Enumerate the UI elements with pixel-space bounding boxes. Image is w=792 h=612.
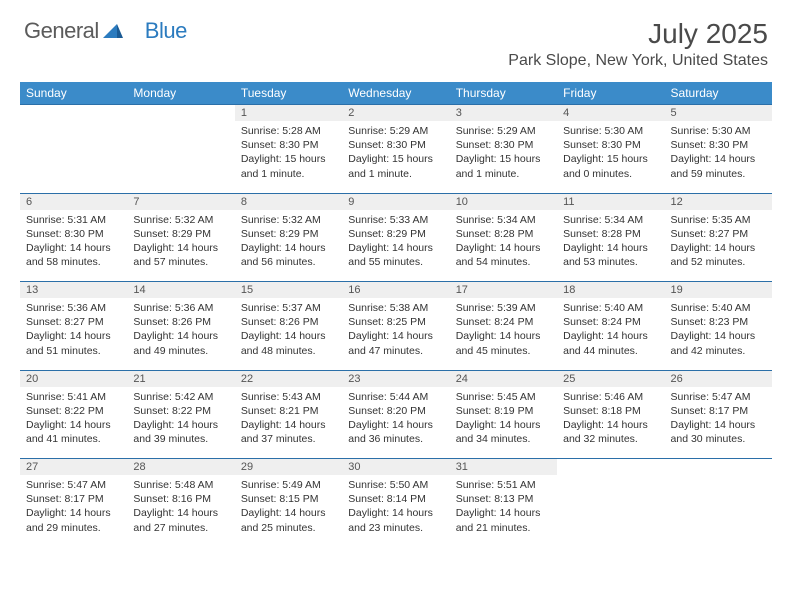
calendar-body: 12345Sunrise: 5:28 AMSunset: 8:30 PMDayl… bbox=[20, 105, 772, 548]
day-number-cell: 11 bbox=[557, 193, 664, 210]
day-number-cell: 17 bbox=[450, 282, 557, 299]
day-content-cell: Sunrise: 5:36 AMSunset: 8:27 PMDaylight:… bbox=[20, 298, 127, 370]
day-content-row: Sunrise: 5:41 AMSunset: 8:22 PMDaylight:… bbox=[20, 387, 772, 459]
day-number-cell: 16 bbox=[342, 282, 449, 299]
day-content-cell: Sunrise: 5:32 AMSunset: 8:29 PMDaylight:… bbox=[127, 210, 234, 282]
day-number-cell: 18 bbox=[557, 282, 664, 299]
day-number-cell: 9 bbox=[342, 193, 449, 210]
day-content-cell: Sunrise: 5:35 AMSunset: 8:27 PMDaylight:… bbox=[665, 210, 772, 282]
day-content-cell: Sunrise: 5:50 AMSunset: 8:14 PMDaylight:… bbox=[342, 475, 449, 547]
day-content-cell bbox=[665, 475, 772, 547]
day-content-cell: Sunrise: 5:47 AMSunset: 8:17 PMDaylight:… bbox=[20, 475, 127, 547]
day-number-cell: 10 bbox=[450, 193, 557, 210]
day-number-cell bbox=[557, 459, 664, 476]
day-content-cell: Sunrise: 5:44 AMSunset: 8:20 PMDaylight:… bbox=[342, 387, 449, 459]
day-content-cell bbox=[557, 475, 664, 547]
day-content-cell: Sunrise: 5:37 AMSunset: 8:26 PMDaylight:… bbox=[235, 298, 342, 370]
day-number-cell: 8 bbox=[235, 193, 342, 210]
day-content-cell: Sunrise: 5:40 AMSunset: 8:24 PMDaylight:… bbox=[557, 298, 664, 370]
day-number-cell: 21 bbox=[127, 370, 234, 387]
day-number-cell: 14 bbox=[127, 282, 234, 299]
day-content-cell: Sunrise: 5:40 AMSunset: 8:23 PMDaylight:… bbox=[665, 298, 772, 370]
day-number-cell: 26 bbox=[665, 370, 772, 387]
day-number-cell bbox=[127, 105, 234, 122]
weekday-header: Friday bbox=[557, 82, 664, 105]
weekday-header: Thursday bbox=[450, 82, 557, 105]
day-content-cell: Sunrise: 5:38 AMSunset: 8:25 PMDaylight:… bbox=[342, 298, 449, 370]
day-content-cell: Sunrise: 5:29 AMSunset: 8:30 PMDaylight:… bbox=[342, 121, 449, 193]
day-content-cell: Sunrise: 5:45 AMSunset: 8:19 PMDaylight:… bbox=[450, 387, 557, 459]
day-number-cell: 25 bbox=[557, 370, 664, 387]
day-content-cell: Sunrise: 5:30 AMSunset: 8:30 PMDaylight:… bbox=[665, 121, 772, 193]
day-content-cell bbox=[20, 121, 127, 193]
day-content-cell: Sunrise: 5:48 AMSunset: 8:16 PMDaylight:… bbox=[127, 475, 234, 547]
day-number-cell: 27 bbox=[20, 459, 127, 476]
day-content-cell: Sunrise: 5:49 AMSunset: 8:15 PMDaylight:… bbox=[235, 475, 342, 547]
weekday-header: Wednesday bbox=[342, 82, 449, 105]
weekday-header-row: Sunday Monday Tuesday Wednesday Thursday… bbox=[20, 82, 772, 105]
day-number-cell: 13 bbox=[20, 282, 127, 299]
day-number-cell: 28 bbox=[127, 459, 234, 476]
day-content-cell bbox=[127, 121, 234, 193]
day-content-cell: Sunrise: 5:34 AMSunset: 8:28 PMDaylight:… bbox=[557, 210, 664, 282]
weekday-header: Sunday bbox=[20, 82, 127, 105]
day-content-cell: Sunrise: 5:47 AMSunset: 8:17 PMDaylight:… bbox=[665, 387, 772, 459]
day-content-cell: Sunrise: 5:51 AMSunset: 8:13 PMDaylight:… bbox=[450, 475, 557, 547]
day-number-cell: 20 bbox=[20, 370, 127, 387]
day-content-row: Sunrise: 5:36 AMSunset: 8:27 PMDaylight:… bbox=[20, 298, 772, 370]
day-number-row: 12345 bbox=[20, 105, 772, 122]
day-content-row: Sunrise: 5:28 AMSunset: 8:30 PMDaylight:… bbox=[20, 121, 772, 193]
day-number-cell: 22 bbox=[235, 370, 342, 387]
day-content-cell: Sunrise: 5:30 AMSunset: 8:30 PMDaylight:… bbox=[557, 121, 664, 193]
day-number-cell bbox=[665, 459, 772, 476]
day-content-cell: Sunrise: 5:28 AMSunset: 8:30 PMDaylight:… bbox=[235, 121, 342, 193]
day-number-cell: 23 bbox=[342, 370, 449, 387]
location-subtitle: Park Slope, New York, United States bbox=[508, 52, 768, 70]
weekday-header: Tuesday bbox=[235, 82, 342, 105]
day-number-row: 20212223242526 bbox=[20, 370, 772, 387]
day-content-cell: Sunrise: 5:42 AMSunset: 8:22 PMDaylight:… bbox=[127, 387, 234, 459]
weekday-header: Monday bbox=[127, 82, 234, 105]
day-content-cell: Sunrise: 5:33 AMSunset: 8:29 PMDaylight:… bbox=[342, 210, 449, 282]
day-number-row: 6789101112 bbox=[20, 193, 772, 210]
day-content-cell: Sunrise: 5:34 AMSunset: 8:28 PMDaylight:… bbox=[450, 210, 557, 282]
day-number-cell: 31 bbox=[450, 459, 557, 476]
day-number-cell: 24 bbox=[450, 370, 557, 387]
day-number-cell: 6 bbox=[20, 193, 127, 210]
logo: General Blue bbox=[24, 18, 187, 44]
month-title: July 2025 bbox=[508, 18, 768, 50]
weekday-header: Saturday bbox=[665, 82, 772, 105]
day-number-row: 2728293031 bbox=[20, 459, 772, 476]
day-number-cell: 3 bbox=[450, 105, 557, 122]
day-number-cell: 7 bbox=[127, 193, 234, 210]
page-header: General Blue July 2025 Park Slope, New Y… bbox=[0, 0, 792, 74]
day-number-cell: 1 bbox=[235, 105, 342, 122]
day-content-cell: Sunrise: 5:32 AMSunset: 8:29 PMDaylight:… bbox=[235, 210, 342, 282]
day-number-cell bbox=[20, 105, 127, 122]
day-content-row: Sunrise: 5:47 AMSunset: 8:17 PMDaylight:… bbox=[20, 475, 772, 547]
day-number-cell: 4 bbox=[557, 105, 664, 122]
day-content-row: Sunrise: 5:31 AMSunset: 8:30 PMDaylight:… bbox=[20, 210, 772, 282]
logo-text-general: General bbox=[24, 18, 99, 44]
day-number-cell: 19 bbox=[665, 282, 772, 299]
day-content-cell: Sunrise: 5:46 AMSunset: 8:18 PMDaylight:… bbox=[557, 387, 664, 459]
logo-triangle-icon bbox=[103, 22, 123, 43]
day-number-cell: 30 bbox=[342, 459, 449, 476]
day-content-cell: Sunrise: 5:31 AMSunset: 8:30 PMDaylight:… bbox=[20, 210, 127, 282]
day-content-cell: Sunrise: 5:43 AMSunset: 8:21 PMDaylight:… bbox=[235, 387, 342, 459]
title-block: July 2025 Park Slope, New York, United S… bbox=[508, 18, 768, 70]
day-number-row: 13141516171819 bbox=[20, 282, 772, 299]
day-number-cell: 5 bbox=[665, 105, 772, 122]
day-content-cell: Sunrise: 5:41 AMSunset: 8:22 PMDaylight:… bbox=[20, 387, 127, 459]
day-number-cell: 12 bbox=[665, 193, 772, 210]
day-content-cell: Sunrise: 5:29 AMSunset: 8:30 PMDaylight:… bbox=[450, 121, 557, 193]
day-number-cell: 15 bbox=[235, 282, 342, 299]
logo-text-blue: Blue bbox=[145, 18, 187, 44]
day-number-cell: 2 bbox=[342, 105, 449, 122]
day-content-cell: Sunrise: 5:36 AMSunset: 8:26 PMDaylight:… bbox=[127, 298, 234, 370]
day-number-cell: 29 bbox=[235, 459, 342, 476]
calendar-table: Sunday Monday Tuesday Wednesday Thursday… bbox=[20, 82, 772, 547]
day-content-cell: Sunrise: 5:39 AMSunset: 8:24 PMDaylight:… bbox=[450, 298, 557, 370]
